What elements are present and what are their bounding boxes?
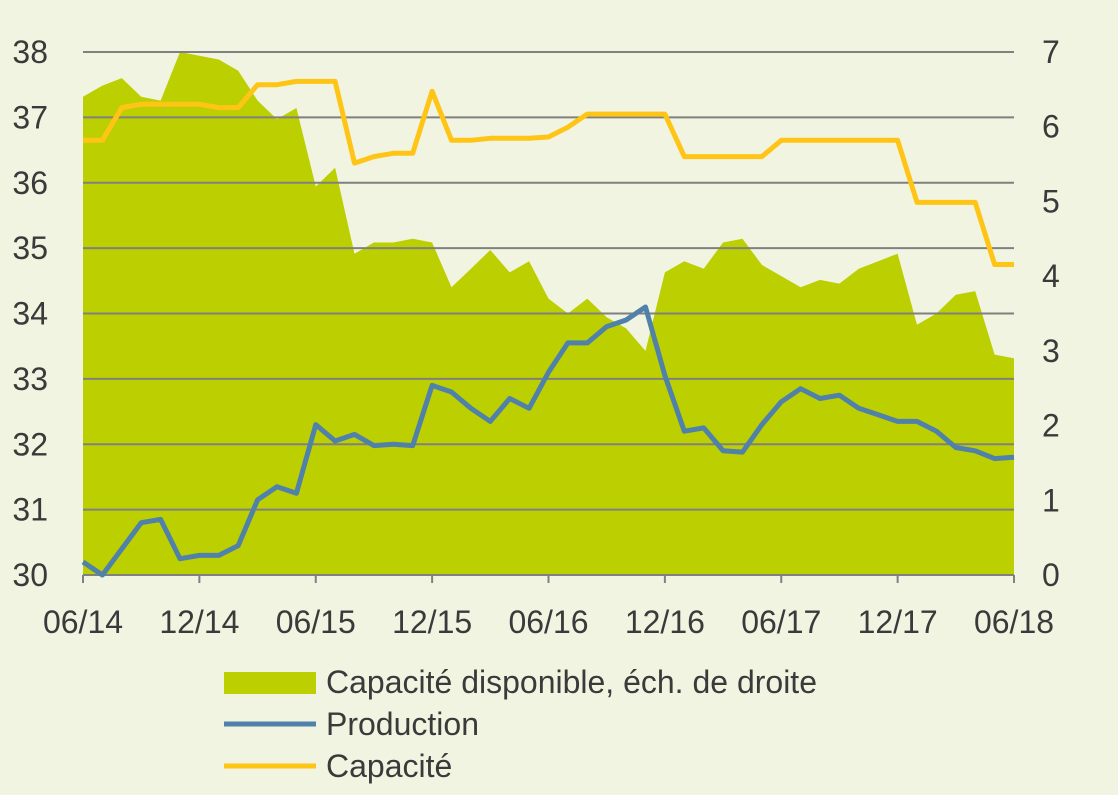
x-tick-label: 12/17 [858,604,938,640]
legend-item-production-label: Production [326,706,479,742]
y-left-tick-label: 35 [12,230,48,266]
y-left-tick-label: 38 [12,34,48,70]
legend-item-capacite-disponible-swatch [224,672,316,694]
y-right-tick-label: 3 [1042,333,1060,369]
legend-item-capacite-disponible-label: Capacité disponible, éch. de droite [326,664,817,700]
y-right-tick-label: 6 [1042,109,1060,145]
y-right-tick-label: 2 [1042,408,1060,444]
x-tick-label: 12/16 [625,604,705,640]
y-right-tick-label: 4 [1042,258,1060,294]
y-right-tick-label: 7 [1042,34,1060,70]
y-right-tick-label: 5 [1042,183,1060,219]
x-tick-label: 06/14 [43,604,123,640]
x-tick-label: 06/18 [974,604,1054,640]
x-tick-label: 12/15 [392,604,472,640]
x-tick-label: 06/17 [741,604,821,640]
y-right-tick-label: 1 [1042,482,1060,518]
y-left-tick-label: 32 [12,426,48,462]
legend-item-capacite-label: Capacité [326,748,452,784]
y-right-tick-label: 0 [1042,557,1060,593]
series-line-capacite [83,78,1014,267]
y-left-tick-label: 34 [12,296,48,332]
y-left-tick-label: 30 [12,557,48,593]
series-line-production [81,304,1015,578]
y-left-tick-label: 31 [12,492,48,528]
y-left-tick-label: 33 [12,361,48,397]
x-tick-label: 06/16 [508,604,588,640]
x-tick-label: 12/14 [159,604,239,640]
y-left-tick-label: 36 [12,165,48,201]
x-tick-label: 06/15 [276,604,356,640]
y-left-tick-label: 37 [12,99,48,135]
